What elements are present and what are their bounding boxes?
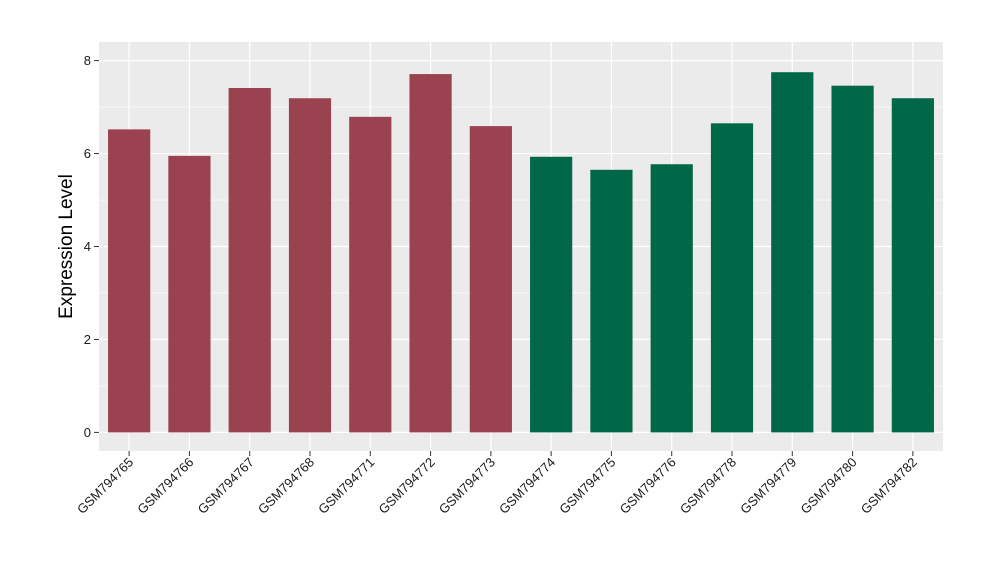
x-tick-label: GSM794766 [134,455,196,517]
x-tick-label: GSM794767 [195,455,257,517]
x-tick-label: GSM794780 [797,455,859,517]
bar-gsm794773 [469,126,512,433]
x-tick-label: GSM794774 [496,455,558,517]
bar-gsm794774 [530,156,573,433]
x-tick-label: GSM794768 [255,455,317,517]
bar-gsm794776 [650,164,693,433]
y-tick-label: 8 [84,53,91,68]
bar-gsm794782 [891,98,934,433]
bar-gsm794779 [771,72,814,433]
bar-gsm794772 [409,74,452,433]
x-tick-label: GSM794771 [315,455,377,517]
x-tick-label: GSM794773 [436,455,498,517]
bar-gsm794771 [349,116,392,433]
y-axis: 0 2 4 6 8 [84,53,99,440]
y-tick-label: 4 [84,239,91,254]
x-axis: GSM794765GSM794766GSM794767GSM794768GSM7… [74,451,920,517]
bar-gsm794775 [590,169,633,433]
bars [108,72,934,433]
x-tick-label: GSM794775 [556,455,618,517]
x-tick-label: GSM794778 [677,455,739,517]
x-tick-label: GSM794779 [737,455,799,517]
y-tick-label: 6 [84,146,91,161]
y-tick-label: 2 [84,332,91,347]
y-tick-label: 0 [84,425,91,440]
x-tick-label: GSM794776 [617,455,679,517]
x-tick-label: GSM794782 [858,455,920,517]
bar-gsm794767 [228,88,271,433]
x-tick-label: GSM794765 [74,455,136,517]
bar-gsm794765 [108,129,151,433]
x-tick-label: GSM794772 [375,455,437,517]
bar-gsm794780 [831,85,874,433]
bar-gsm794766 [168,155,211,433]
bar-gsm794778 [710,123,754,433]
bar-gsm794768 [288,98,332,433]
y-axis-title: Expression Level [56,174,77,319]
